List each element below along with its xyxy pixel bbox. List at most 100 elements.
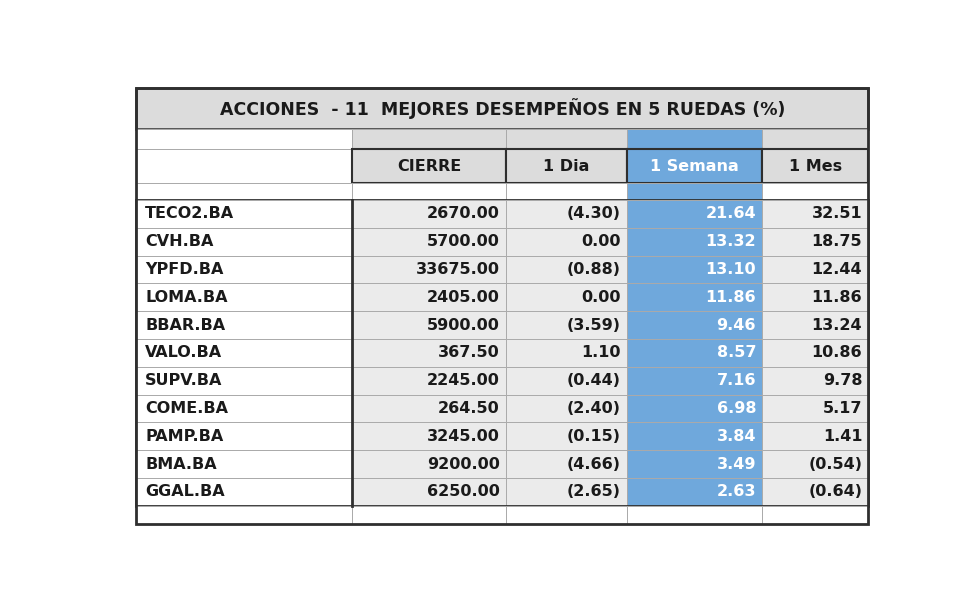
Bar bbox=[136, 200, 352, 228]
Text: 3.49: 3.49 bbox=[716, 457, 757, 472]
Text: 3.84: 3.84 bbox=[716, 429, 757, 444]
Bar bbox=[627, 228, 762, 256]
Bar bbox=[762, 367, 868, 395]
Text: 32.51: 32.51 bbox=[811, 206, 862, 222]
Text: COME.BA: COME.BA bbox=[145, 401, 228, 416]
Bar bbox=[136, 184, 352, 200]
Text: 6.98: 6.98 bbox=[716, 401, 757, 416]
Text: (3.59): (3.59) bbox=[566, 318, 620, 333]
Text: 2405.00: 2405.00 bbox=[427, 290, 500, 305]
Text: LOMA.BA: LOMA.BA bbox=[145, 290, 227, 305]
Bar bbox=[136, 478, 352, 506]
Text: 6250.00: 6250.00 bbox=[427, 485, 500, 500]
Text: 1.10: 1.10 bbox=[581, 346, 620, 361]
Text: 2245.00: 2245.00 bbox=[427, 373, 500, 388]
Bar bbox=[506, 311, 627, 339]
Text: 3245.00: 3245.00 bbox=[427, 429, 500, 444]
Bar bbox=[136, 339, 352, 367]
Text: 12.44: 12.44 bbox=[811, 262, 862, 277]
Bar bbox=[506, 149, 627, 184]
Text: (4.30): (4.30) bbox=[566, 206, 620, 222]
Bar bbox=[136, 423, 352, 450]
Bar bbox=[506, 339, 627, 367]
Text: 13.10: 13.10 bbox=[706, 262, 757, 277]
Text: TECO2.BA: TECO2.BA bbox=[145, 206, 234, 222]
Text: 2670.00: 2670.00 bbox=[427, 206, 500, 222]
Bar bbox=[762, 506, 868, 524]
Text: CIERRE: CIERRE bbox=[397, 159, 462, 174]
Bar bbox=[136, 450, 352, 478]
Bar bbox=[352, 478, 506, 506]
Text: VALO.BA: VALO.BA bbox=[145, 346, 222, 361]
Bar bbox=[136, 200, 868, 506]
Bar bbox=[352, 284, 506, 311]
Text: 367.50: 367.50 bbox=[438, 346, 500, 361]
Bar bbox=[506, 450, 627, 478]
Bar bbox=[627, 284, 762, 311]
Text: (0.88): (0.88) bbox=[566, 262, 620, 277]
Bar bbox=[506, 184, 627, 200]
Bar bbox=[762, 228, 868, 256]
Text: 264.50: 264.50 bbox=[438, 401, 500, 416]
Bar bbox=[136, 367, 352, 395]
Text: 11.86: 11.86 bbox=[706, 290, 757, 305]
Bar bbox=[352, 184, 506, 200]
Bar bbox=[506, 284, 627, 311]
Bar bbox=[136, 311, 352, 339]
Bar bbox=[136, 284, 352, 311]
Bar bbox=[762, 284, 868, 311]
Text: 7.16: 7.16 bbox=[716, 373, 757, 388]
Bar bbox=[506, 478, 627, 506]
Bar bbox=[762, 339, 868, 367]
Text: (2.40): (2.40) bbox=[566, 401, 620, 416]
Bar bbox=[762, 200, 868, 228]
Text: 5900.00: 5900.00 bbox=[427, 318, 500, 333]
Text: (0.15): (0.15) bbox=[566, 429, 620, 444]
Text: GGAL.BA: GGAL.BA bbox=[145, 485, 225, 500]
Bar bbox=[352, 395, 506, 423]
Bar bbox=[352, 450, 506, 478]
Bar bbox=[627, 506, 762, 524]
Text: BMA.BA: BMA.BA bbox=[145, 457, 217, 472]
Text: YPFD.BA: YPFD.BA bbox=[145, 262, 223, 277]
Text: 1 Semana: 1 Semana bbox=[650, 159, 739, 174]
Bar bbox=[352, 423, 506, 450]
Text: 5700.00: 5700.00 bbox=[427, 234, 500, 249]
Bar bbox=[627, 339, 762, 367]
Bar bbox=[506, 200, 627, 228]
Bar bbox=[762, 184, 868, 200]
Bar bbox=[627, 450, 762, 478]
Text: 13.24: 13.24 bbox=[811, 318, 862, 333]
Text: SUPV.BA: SUPV.BA bbox=[145, 373, 222, 388]
Bar bbox=[352, 339, 506, 367]
Text: (0.54): (0.54) bbox=[808, 457, 862, 472]
Text: 11.86: 11.86 bbox=[811, 290, 862, 305]
Text: 9.46: 9.46 bbox=[716, 318, 757, 333]
Bar bbox=[762, 423, 868, 450]
Bar bbox=[627, 395, 762, 423]
Bar bbox=[762, 450, 868, 478]
Text: BBAR.BA: BBAR.BA bbox=[145, 318, 225, 333]
Bar bbox=[352, 367, 506, 395]
Bar bbox=[136, 129, 352, 149]
Text: 10.86: 10.86 bbox=[811, 346, 862, 361]
Bar bbox=[136, 149, 352, 184]
Bar bbox=[136, 88, 868, 129]
Text: 5.17: 5.17 bbox=[823, 401, 862, 416]
Bar bbox=[627, 367, 762, 395]
Bar bbox=[762, 129, 868, 149]
Text: 1 Dia: 1 Dia bbox=[543, 159, 590, 174]
Bar bbox=[352, 149, 506, 184]
Bar bbox=[352, 129, 506, 149]
Text: 8.57: 8.57 bbox=[716, 346, 757, 361]
Bar bbox=[352, 228, 506, 256]
Bar bbox=[762, 478, 868, 506]
Bar bbox=[627, 200, 762, 228]
Bar bbox=[627, 311, 762, 339]
Text: 13.32: 13.32 bbox=[706, 234, 757, 249]
Bar bbox=[627, 256, 762, 284]
Text: 9.78: 9.78 bbox=[823, 373, 862, 388]
Bar bbox=[627, 149, 762, 184]
Bar bbox=[136, 228, 352, 256]
Text: 0.00: 0.00 bbox=[581, 234, 620, 249]
